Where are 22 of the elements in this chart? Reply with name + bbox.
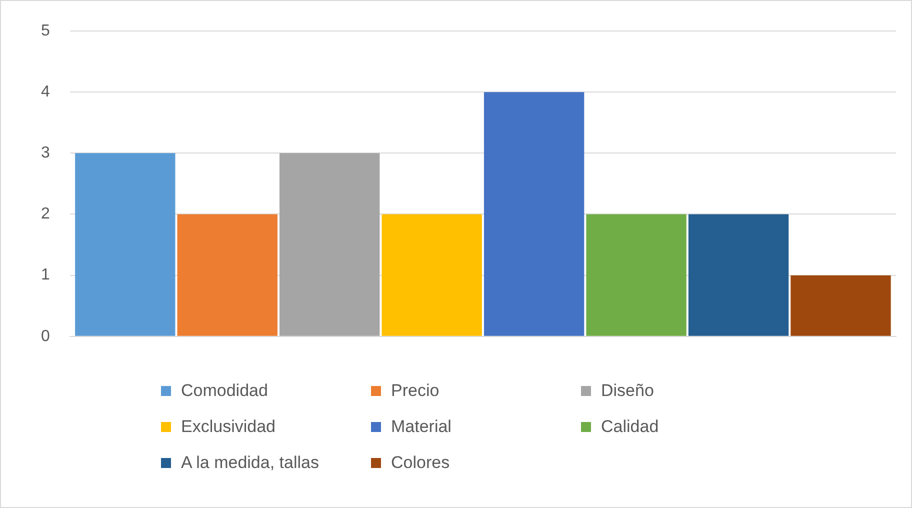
legend-label: A la medida, tallas xyxy=(181,453,319,473)
bar xyxy=(177,214,278,336)
bar xyxy=(484,92,584,336)
y-tick-label: 0 xyxy=(40,328,50,345)
y-tick-label: 4 xyxy=(40,83,50,100)
bar xyxy=(382,214,482,336)
legend-label: Diseño xyxy=(601,381,654,401)
bar xyxy=(586,214,686,336)
legend-label: Comodidad xyxy=(181,381,268,401)
y-tick-label: 2 xyxy=(40,206,50,223)
y-tick-label: 5 xyxy=(40,22,50,40)
y-tick-label: 1 xyxy=(40,266,50,284)
legend-label: Precio xyxy=(391,381,440,401)
legend-label: Calidad xyxy=(601,417,659,437)
y-tick-label: 3 xyxy=(40,144,50,162)
bar xyxy=(790,275,891,336)
bar xyxy=(280,153,380,336)
legend-label: Material xyxy=(391,417,452,437)
legend-label: Exclusividad xyxy=(181,417,276,437)
bar xyxy=(688,214,789,336)
bar xyxy=(75,153,176,336)
legend-label: Colores xyxy=(391,453,450,473)
